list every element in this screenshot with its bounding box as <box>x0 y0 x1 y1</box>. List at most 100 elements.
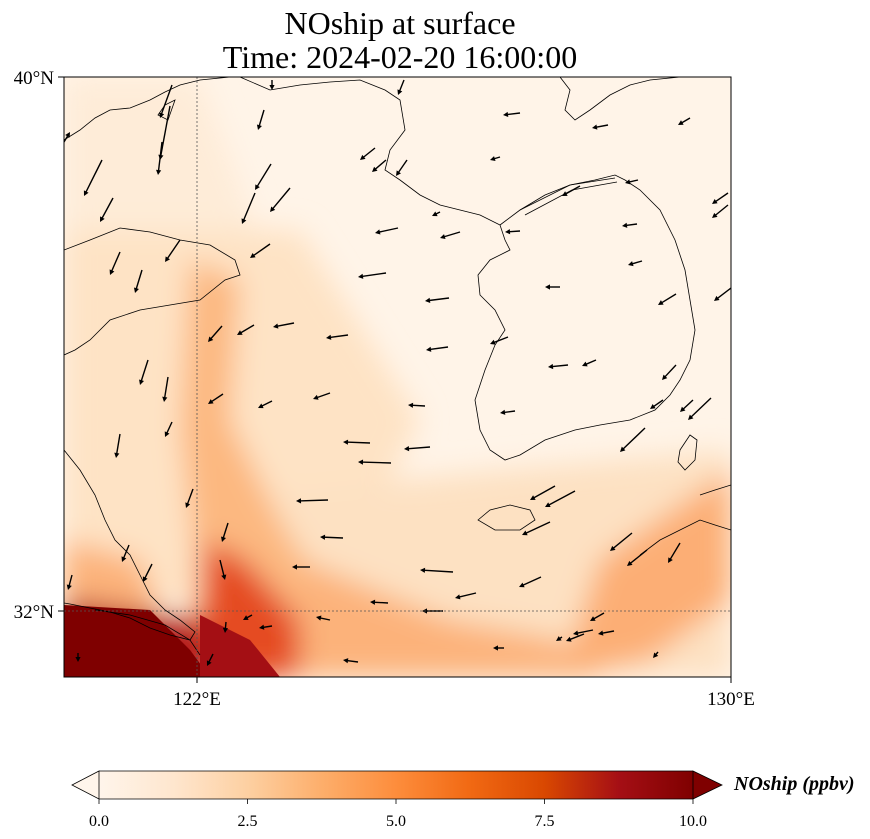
wind-arrow <box>440 231 461 240</box>
lat-tick-label-40: 40°N <box>14 68 55 89</box>
concentration-field <box>64 77 731 677</box>
wind-arrow <box>627 549 648 566</box>
wind-arrow <box>556 636 563 641</box>
wind-arrow <box>650 399 664 409</box>
wind-arrow <box>326 334 349 340</box>
wind-arrow <box>269 80 275 90</box>
wind-arrow <box>530 485 556 500</box>
wind-arrow <box>83 159 103 196</box>
wind-arrow <box>420 567 454 573</box>
wind-arrow <box>397 79 405 95</box>
wind-arrow <box>610 532 633 551</box>
colorbar-gradient <box>99 771 693 799</box>
wind-arrow <box>455 592 477 600</box>
colorbar-tick-label: 10.0 <box>679 813 707 830</box>
colorbar <box>71 770 723 804</box>
wind-arrow <box>432 211 441 217</box>
wind-arrow <box>590 612 605 621</box>
wind-arrow <box>548 363 569 370</box>
wind-arrow <box>545 284 560 290</box>
wind-arrow <box>360 147 376 160</box>
wind-arrow <box>320 534 344 540</box>
lon-tick-label-122: 122°E <box>173 689 221 710</box>
map-title-line-2: Time: 2024-02-20 16:00:00 <box>222 39 578 75</box>
wind-arrow <box>114 433 121 458</box>
wind-arrow <box>273 322 295 329</box>
wind-arrow <box>256 109 265 130</box>
wind-arrow <box>688 397 712 420</box>
wind-arrow <box>375 227 399 235</box>
wind-arrow <box>658 293 677 305</box>
wind-arrow <box>219 559 227 580</box>
wind-arrow <box>545 490 576 507</box>
wind-arrow <box>316 615 331 621</box>
wind-arrow <box>222 621 229 633</box>
wind-arrow <box>505 229 521 235</box>
wind-arrow <box>490 156 501 162</box>
wind-arrow <box>343 658 359 664</box>
wind-arrow <box>396 159 408 176</box>
wind-arrow <box>296 498 329 504</box>
wind-arrow <box>425 297 450 303</box>
wind-arrow <box>237 324 255 335</box>
wind-arrow <box>75 653 81 662</box>
wind-arrow <box>142 563 153 582</box>
lat-tick-label-32: 32°N <box>14 602 55 623</box>
wind-arrow <box>270 187 291 212</box>
wind-arrow <box>159 84 173 118</box>
colorbar-tick-label: 2.5 <box>238 813 258 830</box>
wind-arrow <box>714 287 731 301</box>
wind-arrow <box>185 488 194 508</box>
wind-arrow <box>162 376 169 402</box>
wind-arrow <box>500 409 516 415</box>
wind-arrow <box>241 192 256 224</box>
wind-arrow <box>680 399 694 412</box>
wind-arrow <box>712 192 729 204</box>
wind-arrow <box>250 243 271 258</box>
wind-arrow <box>313 392 331 400</box>
wind-arrow <box>598 630 615 636</box>
wind-arrow <box>258 400 273 409</box>
lon-tick-label-130: 130°E <box>707 689 755 710</box>
wind-arrow <box>519 576 542 588</box>
wind-arrow <box>622 222 638 228</box>
colorbar-tick-label: 7.5 <box>535 813 555 830</box>
wind-arrow <box>64 132 70 143</box>
wind-arrow <box>292 564 310 570</box>
wind-arrow <box>573 629 594 636</box>
wind-arrow <box>592 124 609 130</box>
colorbar-max-extension <box>692 770 723 800</box>
wind-arrow <box>206 653 214 666</box>
wind-arrow <box>653 651 659 658</box>
wind-arrow <box>566 633 585 642</box>
wind-arrow <box>358 272 387 279</box>
wind-arrow <box>678 117 691 125</box>
wind-arrow <box>408 402 426 408</box>
wind-arrow <box>668 542 681 563</box>
wind-arrow <box>100 197 114 222</box>
wind-arrow <box>66 574 73 590</box>
wind-arrow <box>582 359 597 367</box>
colorbar-label: NOship (ppbv) <box>733 773 855 795</box>
wind-arrow <box>259 624 273 630</box>
wind-arrow <box>503 111 521 117</box>
wind-arrow <box>343 439 371 445</box>
wind-arrow <box>372 159 387 172</box>
wind-arrow <box>139 359 149 385</box>
wind-arrow <box>121 544 130 562</box>
colorbar-min-extension <box>71 770 100 800</box>
map-frame <box>63 76 732 678</box>
wind-arrow <box>221 522 229 542</box>
wind-arrow <box>109 251 121 275</box>
colorbar-tick-label: 0.0 <box>89 813 109 830</box>
wind-arrow <box>493 645 504 651</box>
wind-arrow <box>243 614 253 620</box>
wind-arrow <box>255 163 272 190</box>
wind-arrow <box>404 446 431 452</box>
colorbar-tick-label: 5.0 <box>386 813 406 830</box>
wind-arrow <box>712 204 729 218</box>
wind-arrow <box>620 427 646 452</box>
wind-arrow <box>208 325 223 342</box>
wind-arrow <box>158 105 171 160</box>
wind-arrow <box>562 185 581 196</box>
